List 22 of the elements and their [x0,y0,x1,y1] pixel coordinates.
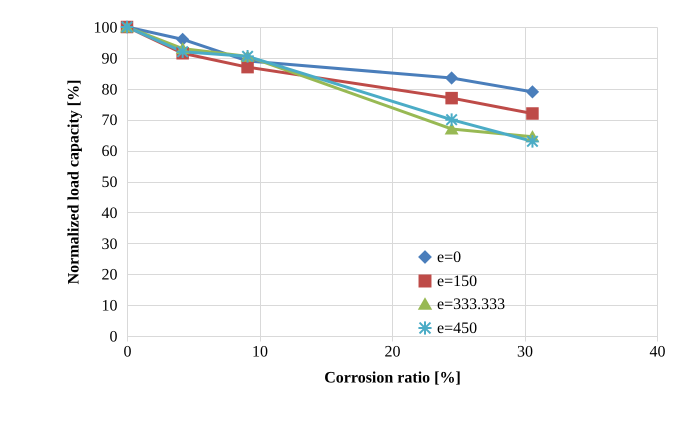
y-axis-title: Normalized load capacity [%] [66,80,82,284]
legend-label: e=150 [437,273,478,290]
y-tick-label: 80 [102,81,118,98]
legend-label: e=333.333 [437,296,506,313]
x-tick-label: 10 [252,344,268,360]
x-axis-title: Corrosion ratio [%] [324,370,461,386]
y-tick-label: 30 [102,236,118,253]
x-tick-label: 40 [650,344,666,360]
y-tick-label: 90 [102,50,118,68]
legend-label: e=0 [437,249,462,266]
y-tick-label: 100 [94,20,118,36]
y-tick-label: 50 [102,174,118,191]
y-tick-label: 20 [102,266,118,284]
y-tick-label: 70 [102,112,118,130]
y-tick-label: 40 [102,204,118,222]
y-tick-label: 0 [110,328,118,346]
legend-label: e=450 [437,320,478,337]
x-tick-label: 20 [384,344,400,360]
y-tick-label: 10 [102,298,118,315]
x-tick-label: 0 [124,344,132,360]
x-tick-label: 30 [517,344,533,360]
y-tick-label: 60 [102,143,118,160]
